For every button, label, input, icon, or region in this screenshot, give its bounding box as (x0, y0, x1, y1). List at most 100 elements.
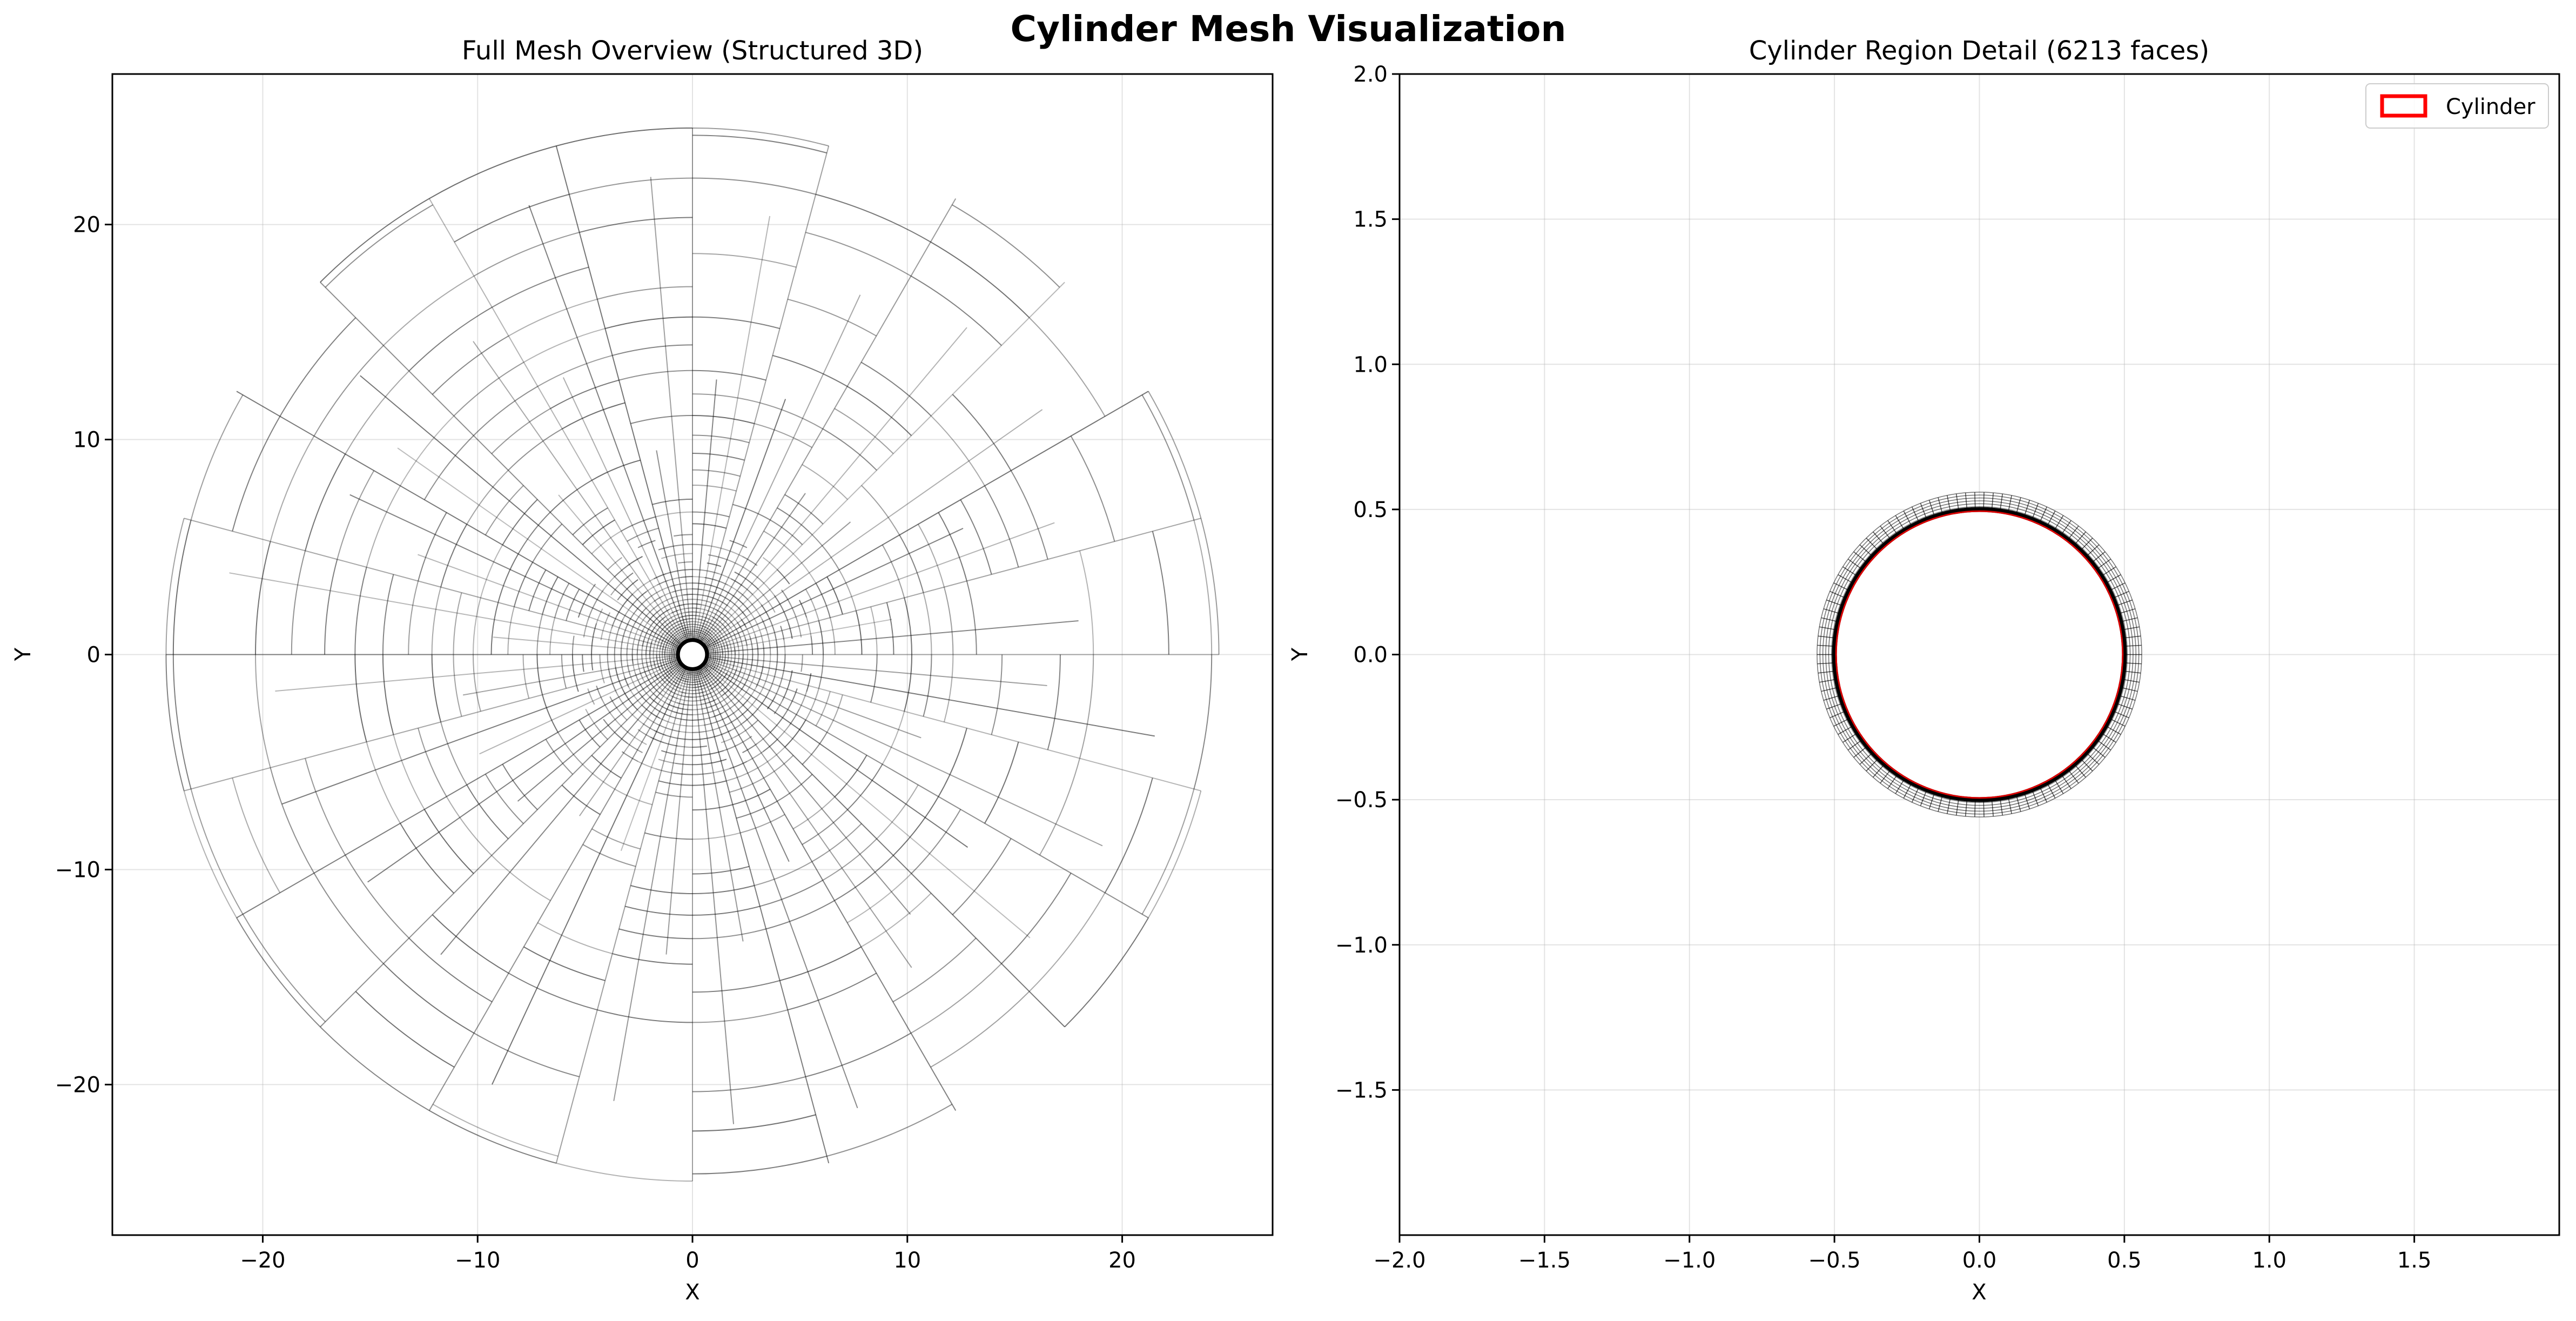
mesh-arc (705, 570, 719, 574)
mesh-arc (762, 557, 778, 571)
mesh-arc (678, 638, 682, 641)
mesh-arc (641, 596, 651, 605)
boundary-layer-radial (2086, 544, 2100, 557)
mesh-arc (700, 608, 707, 611)
mesh-arc (669, 658, 671, 662)
boundary-layer-radial (2122, 626, 2140, 631)
mesh-arc (770, 519, 803, 545)
mesh-arc (1193, 520, 1213, 655)
mesh-arc (704, 676, 709, 680)
mesh-arc (661, 639, 664, 645)
y-tick-label: 0.5 (1353, 498, 1388, 522)
boundary-layer-radial (2023, 500, 2030, 517)
mesh-arc (742, 556, 758, 566)
mesh-arc (806, 673, 812, 692)
mesh-arc (633, 615, 640, 625)
mesh-arc (671, 645, 674, 648)
mesh-arc (692, 762, 710, 766)
mesh-arc (472, 598, 481, 655)
mesh-arc (740, 814, 785, 834)
mesh-arc (741, 619, 747, 628)
mesh-arc (737, 631, 742, 639)
mesh-arc (754, 634, 758, 645)
mesh-arc (723, 672, 728, 678)
mesh-spoke (367, 660, 684, 883)
mesh-arc (408, 937, 493, 1003)
boundary-layer-radial (1895, 515, 1905, 531)
mesh-arc (692, 544, 710, 547)
mesh-arc (664, 659, 667, 663)
mesh-arc (656, 600, 665, 607)
mesh-arc (787, 298, 877, 337)
mesh-arc (655, 792, 693, 798)
mesh-arc (712, 661, 716, 666)
mesh-arc (662, 659, 664, 665)
mesh-arc (664, 646, 667, 651)
mesh-arc (591, 654, 594, 670)
mesh-arc (723, 744, 739, 752)
mesh-arc (473, 386, 538, 436)
mesh-arc (587, 604, 595, 621)
boundary-layer-radial (2080, 758, 2093, 772)
mesh-arc (536, 654, 543, 695)
mesh-arc (354, 567, 367, 655)
mesh-arc (491, 408, 551, 454)
boundary-layer-radial (1887, 774, 1898, 789)
mesh-arc (692, 631, 696, 632)
mesh-arc (736, 661, 739, 669)
mesh-arc (687, 686, 693, 688)
mesh-arc (632, 585, 643, 595)
mesh-arc (681, 632, 685, 634)
mesh-arc (683, 599, 693, 601)
mesh-arc (630, 885, 693, 895)
boundary-layer-radial (1842, 566, 1858, 577)
mesh-arc (667, 601, 676, 606)
mesh-arc (408, 581, 419, 655)
mesh-arc (337, 470, 375, 560)
y-tick-label: −20 (55, 1072, 100, 1097)
mesh-arc (734, 571, 748, 580)
mesh-arc (573, 673, 579, 692)
mesh-arc (674, 711, 683, 715)
mesh-arc (738, 735, 752, 745)
mesh-arc (677, 674, 682, 678)
mesh-spoke (703, 655, 1047, 686)
mesh-arc (984, 741, 1019, 824)
mesh-arc (736, 801, 778, 819)
mesh-arc (702, 589, 713, 593)
mesh-arc (692, 696, 700, 698)
mesh-arc (1148, 790, 1202, 918)
mesh-arc (667, 625, 672, 630)
mesh-arc (678, 633, 682, 636)
mesh-arc (738, 607, 746, 616)
mesh-arc (595, 725, 608, 740)
mesh-arc (805, 688, 819, 721)
boundary-layer-radial (2109, 718, 2126, 727)
mesh-arc (683, 624, 688, 627)
mesh-arc (672, 681, 678, 685)
mesh-arc (660, 677, 665, 683)
mesh-arc (718, 729, 731, 736)
mesh-arc (472, 654, 481, 712)
mesh-arc (742, 743, 758, 753)
mesh-arc (502, 764, 538, 810)
mesh-arc (742, 585, 753, 595)
mesh-arc (660, 586, 671, 592)
mesh-arc (707, 659, 709, 662)
mesh-arc (675, 762, 693, 766)
mesh-arc (571, 654, 575, 674)
mesh-arc (491, 855, 551, 901)
mesh-arc (722, 613, 729, 619)
boundary-layer-radial (1955, 493, 1960, 511)
mesh-arc (623, 594, 633, 605)
mesh-spoke (698, 493, 806, 646)
mesh-arc (692, 1155, 828, 1175)
mesh-arc (711, 616, 718, 621)
mesh-spoke (703, 619, 892, 654)
mesh-arc (684, 603, 693, 605)
mesh-arc (382, 574, 394, 655)
mesh-arc (643, 670, 648, 678)
y-tick-label: 0 (87, 643, 100, 668)
mesh-arc (627, 527, 659, 542)
mesh-arc (729, 540, 748, 548)
